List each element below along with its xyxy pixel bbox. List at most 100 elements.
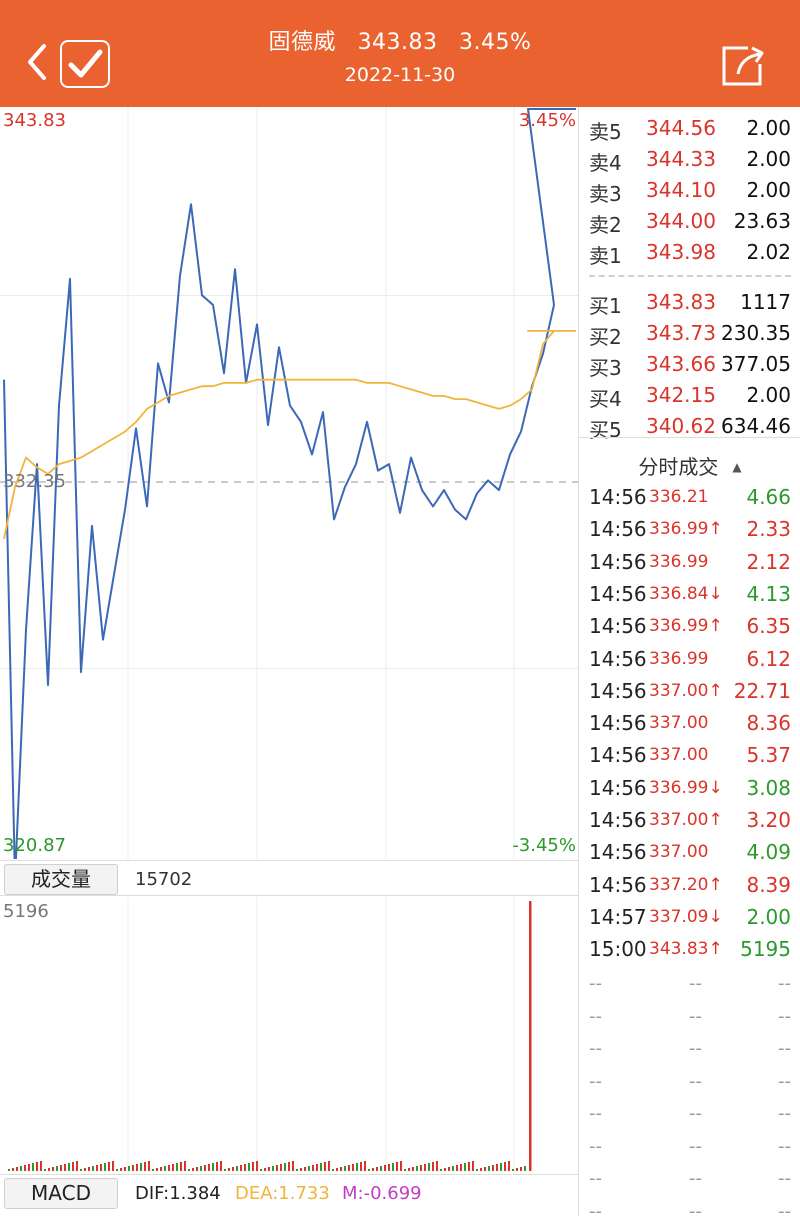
trade-price: 336.99↓ (649, 778, 723, 798)
volume-bar (356, 1163, 358, 1171)
volume-bar (148, 1161, 150, 1171)
back-button[interactable] (24, 40, 54, 84)
trade-time: 14:56 (589, 678, 647, 703)
volume-bar (480, 1168, 482, 1171)
trade-volume: 3.20 (746, 808, 791, 832)
bid-row[interactable]: 买2 343.73 230.35 (579, 318, 800, 349)
empty-volume: -- (778, 1168, 791, 1189)
trade-row: 15:00 343.83↑ 5195 (579, 933, 800, 965)
order-book-divider (589, 275, 791, 277)
volume-bar (48, 1168, 50, 1171)
volume-bar (208, 1164, 210, 1171)
share-button[interactable] (718, 42, 766, 88)
volume-bar (336, 1168, 338, 1171)
volume-bar (52, 1167, 54, 1171)
watchlist-checkbox[interactable] (60, 40, 110, 88)
empty-time: -- (589, 1038, 602, 1059)
volume-bar (20, 1166, 22, 1171)
trade-price: 337.00 (649, 713, 708, 733)
volume-bar (332, 1169, 334, 1171)
header-bar: 固德威 343.83 3.45% 2022-11-30 (0, 0, 800, 107)
volume-bar (420, 1165, 422, 1171)
volume-bar (484, 1167, 486, 1171)
volume-bar (112, 1161, 114, 1171)
volume-bar (196, 1167, 198, 1171)
volume-bar (400, 1161, 402, 1171)
volume-chart-svg (8, 897, 532, 1175)
volume-bar (456, 1165, 458, 1171)
order-price: 344.56 (646, 116, 716, 140)
empty-volume: -- (778, 1200, 791, 1216)
trade-volume: 8.39 (746, 872, 791, 897)
trade-row: 14:56 336.99↑ 2.33 (579, 513, 800, 545)
volume-bar (308, 1166, 310, 1171)
empty-price: -- (689, 1135, 702, 1157)
y-axis-base-price: 332.35 (3, 471, 66, 492)
trade-volume: 4.66 (746, 485, 791, 509)
bid-row[interactable]: 买1 343.83 1117 (579, 287, 800, 318)
stock-price: 343.83 (357, 30, 438, 55)
ask-row[interactable]: 卖4 344.33 2.00 (579, 144, 800, 175)
trade-price-value: 337.00 (649, 713, 709, 734)
order-price: 344.00 (646, 209, 716, 233)
volume-bar (256, 1161, 258, 1171)
volume-bar (464, 1163, 466, 1171)
volume-bar (276, 1165, 278, 1171)
macd-tab[interactable]: MACD (4, 1178, 118, 1209)
trades-header[interactable]: 分时成交 ▲ (579, 451, 800, 480)
order-price: 343.83 (646, 290, 716, 314)
empty-volume: -- (778, 1070, 791, 1092)
volume-bar (380, 1166, 382, 1171)
volume-bar (476, 1169, 478, 1171)
ask-row[interactable]: 卖5 344.56 2.00 (579, 113, 800, 144)
stock-name: 固德威 (268, 30, 337, 55)
trade-price: 336.99↑ (649, 616, 723, 636)
volume-bar (172, 1164, 174, 1171)
volume-bar (392, 1163, 394, 1171)
volume-chart[interactable]: 5196 (0, 897, 578, 1175)
trade-price: 336.99 (649, 649, 708, 669)
trade-price-value: 336.84 (649, 583, 709, 604)
volume-bar (44, 1169, 46, 1171)
intraday-price-chart[interactable]: 343.83 3.45% 332.35 320.87 -3.45% (0, 107, 578, 881)
volume-bar (116, 1169, 118, 1171)
volume-bar (72, 1162, 74, 1171)
trade-volume: 2.00 (746, 904, 791, 929)
trade-row: 14:56 336.99 2.12 (579, 546, 800, 578)
bid-row[interactable]: 买4 342.15 2.00 (579, 380, 800, 411)
trade-row: 14:56 337.00 8.36 (579, 707, 800, 739)
trades-title: 分时成交 (638, 455, 719, 479)
trade-price: 336.84↓ (649, 584, 723, 604)
trade-volume: 4.13 (746, 581, 791, 606)
trade-time: 14:56 (589, 646, 647, 671)
y-axis-high-price: 343.83 (3, 110, 66, 131)
ask-row[interactable]: 卖1 343.98 2.02 (579, 237, 800, 268)
volume-bar (284, 1163, 286, 1171)
order-level-label: 卖3 (589, 182, 622, 206)
bid-row[interactable]: 买3 343.66 377.05 (579, 349, 800, 380)
volume-total: 15702 (135, 869, 193, 890)
volume-bar (268, 1167, 270, 1171)
empty-volume: -- (778, 1103, 791, 1124)
bid-row[interactable]: 买5 340.62 634.46 (579, 411, 800, 442)
empty-price: -- (689, 1168, 702, 1189)
trade-direction-icon: ↑ (708, 519, 723, 540)
trade-row: 14:57 337.09↓ 2.00 (579, 901, 800, 933)
ask-row[interactable]: 卖2 344.00 23.63 (579, 206, 800, 237)
volume-bar (64, 1164, 66, 1171)
order-volume: 2.02 (746, 240, 791, 264)
volume-bar (352, 1164, 354, 1171)
volume-bar (224, 1169, 226, 1171)
trade-price-value: 343.83 (649, 939, 709, 960)
trade-price: 337.00 (649, 842, 708, 862)
trade-row: 14:56 336.99↑ 6.35 (579, 610, 800, 642)
volume-bar (160, 1167, 162, 1171)
trade-volume: 6.35 (746, 614, 791, 639)
volume-tab[interactable]: 成交量 (4, 864, 118, 895)
volume-bar (388, 1164, 390, 1171)
ask-row[interactable]: 卖3 344.10 2.00 (579, 175, 800, 206)
volume-bar (280, 1164, 282, 1171)
trade-row: 14:56 337.00 4.09 (579, 836, 800, 868)
empty-trade-row: -- -- -- (579, 1132, 800, 1164)
volume-bar (188, 1169, 190, 1171)
